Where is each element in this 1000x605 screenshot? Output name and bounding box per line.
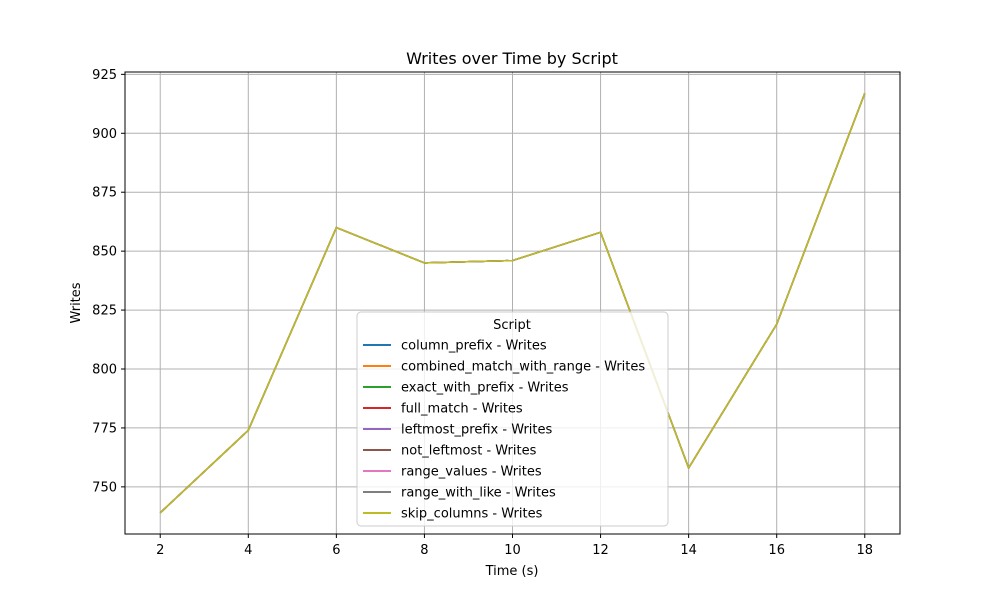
legend-label: range_values - Writes (401, 465, 542, 480)
x-tick-label: 10 (504, 543, 521, 558)
x-axis: 2 4 6 8 10 12 14 16 18 (156, 534, 873, 558)
y-tick-label: 825 (92, 304, 117, 319)
y-axis: 750 775 800 825 850 875 900 925 (92, 68, 125, 495)
legend-label: skip_columns - Writes (401, 507, 543, 522)
legend-label: full_match - Writes (401, 402, 523, 417)
series-line (159, 92, 866, 514)
y-tick-label: 800 (92, 363, 117, 378)
x-tick-label: 12 (592, 543, 609, 558)
legend-box (356, 311, 669, 527)
legend-items: column_prefix - Writes combined_match_wit… (363, 339, 645, 522)
y-tick-label: 875 (92, 186, 117, 201)
chart-title: Writes over Time by Script (406, 49, 618, 68)
y-tick-label: 925 (92, 68, 117, 83)
y-tick-label: 850 (92, 245, 117, 260)
x-tick-label: 18 (856, 543, 873, 558)
x-tick-label: 14 (680, 543, 697, 558)
grid-lines (125, 72, 900, 534)
y-tick-label: 750 (92, 480, 117, 495)
legend-label: combined_match_with_range - Writes (401, 360, 645, 375)
x-axis-label: Time (s) (485, 564, 539, 579)
x-tick-label: 4 (244, 543, 252, 558)
legend-label: column_prefix - Writes (401, 339, 547, 354)
legend-label: range_with_like - Writes (401, 486, 556, 501)
x-tick-label: 2 (156, 543, 164, 558)
legend-label: exact_with_prefix - Writes (401, 381, 569, 396)
x-tick-label: 8 (420, 543, 428, 558)
x-tick-label: 6 (332, 543, 340, 558)
legend-title: Script (493, 318, 531, 333)
y-tick-label: 900 (92, 127, 117, 142)
legend: Script column_prefix - Writes combined_ma… (356, 311, 669, 527)
y-axis-label: Writes (69, 282, 84, 323)
legend-label: not_leftmost - Writes (401, 444, 537, 459)
series-lines (159, 92, 866, 514)
x-tick-label: 16 (768, 543, 785, 558)
y-tick-label: 775 (92, 421, 117, 436)
legend-label: leftmost_prefix - Writes (401, 423, 553, 438)
